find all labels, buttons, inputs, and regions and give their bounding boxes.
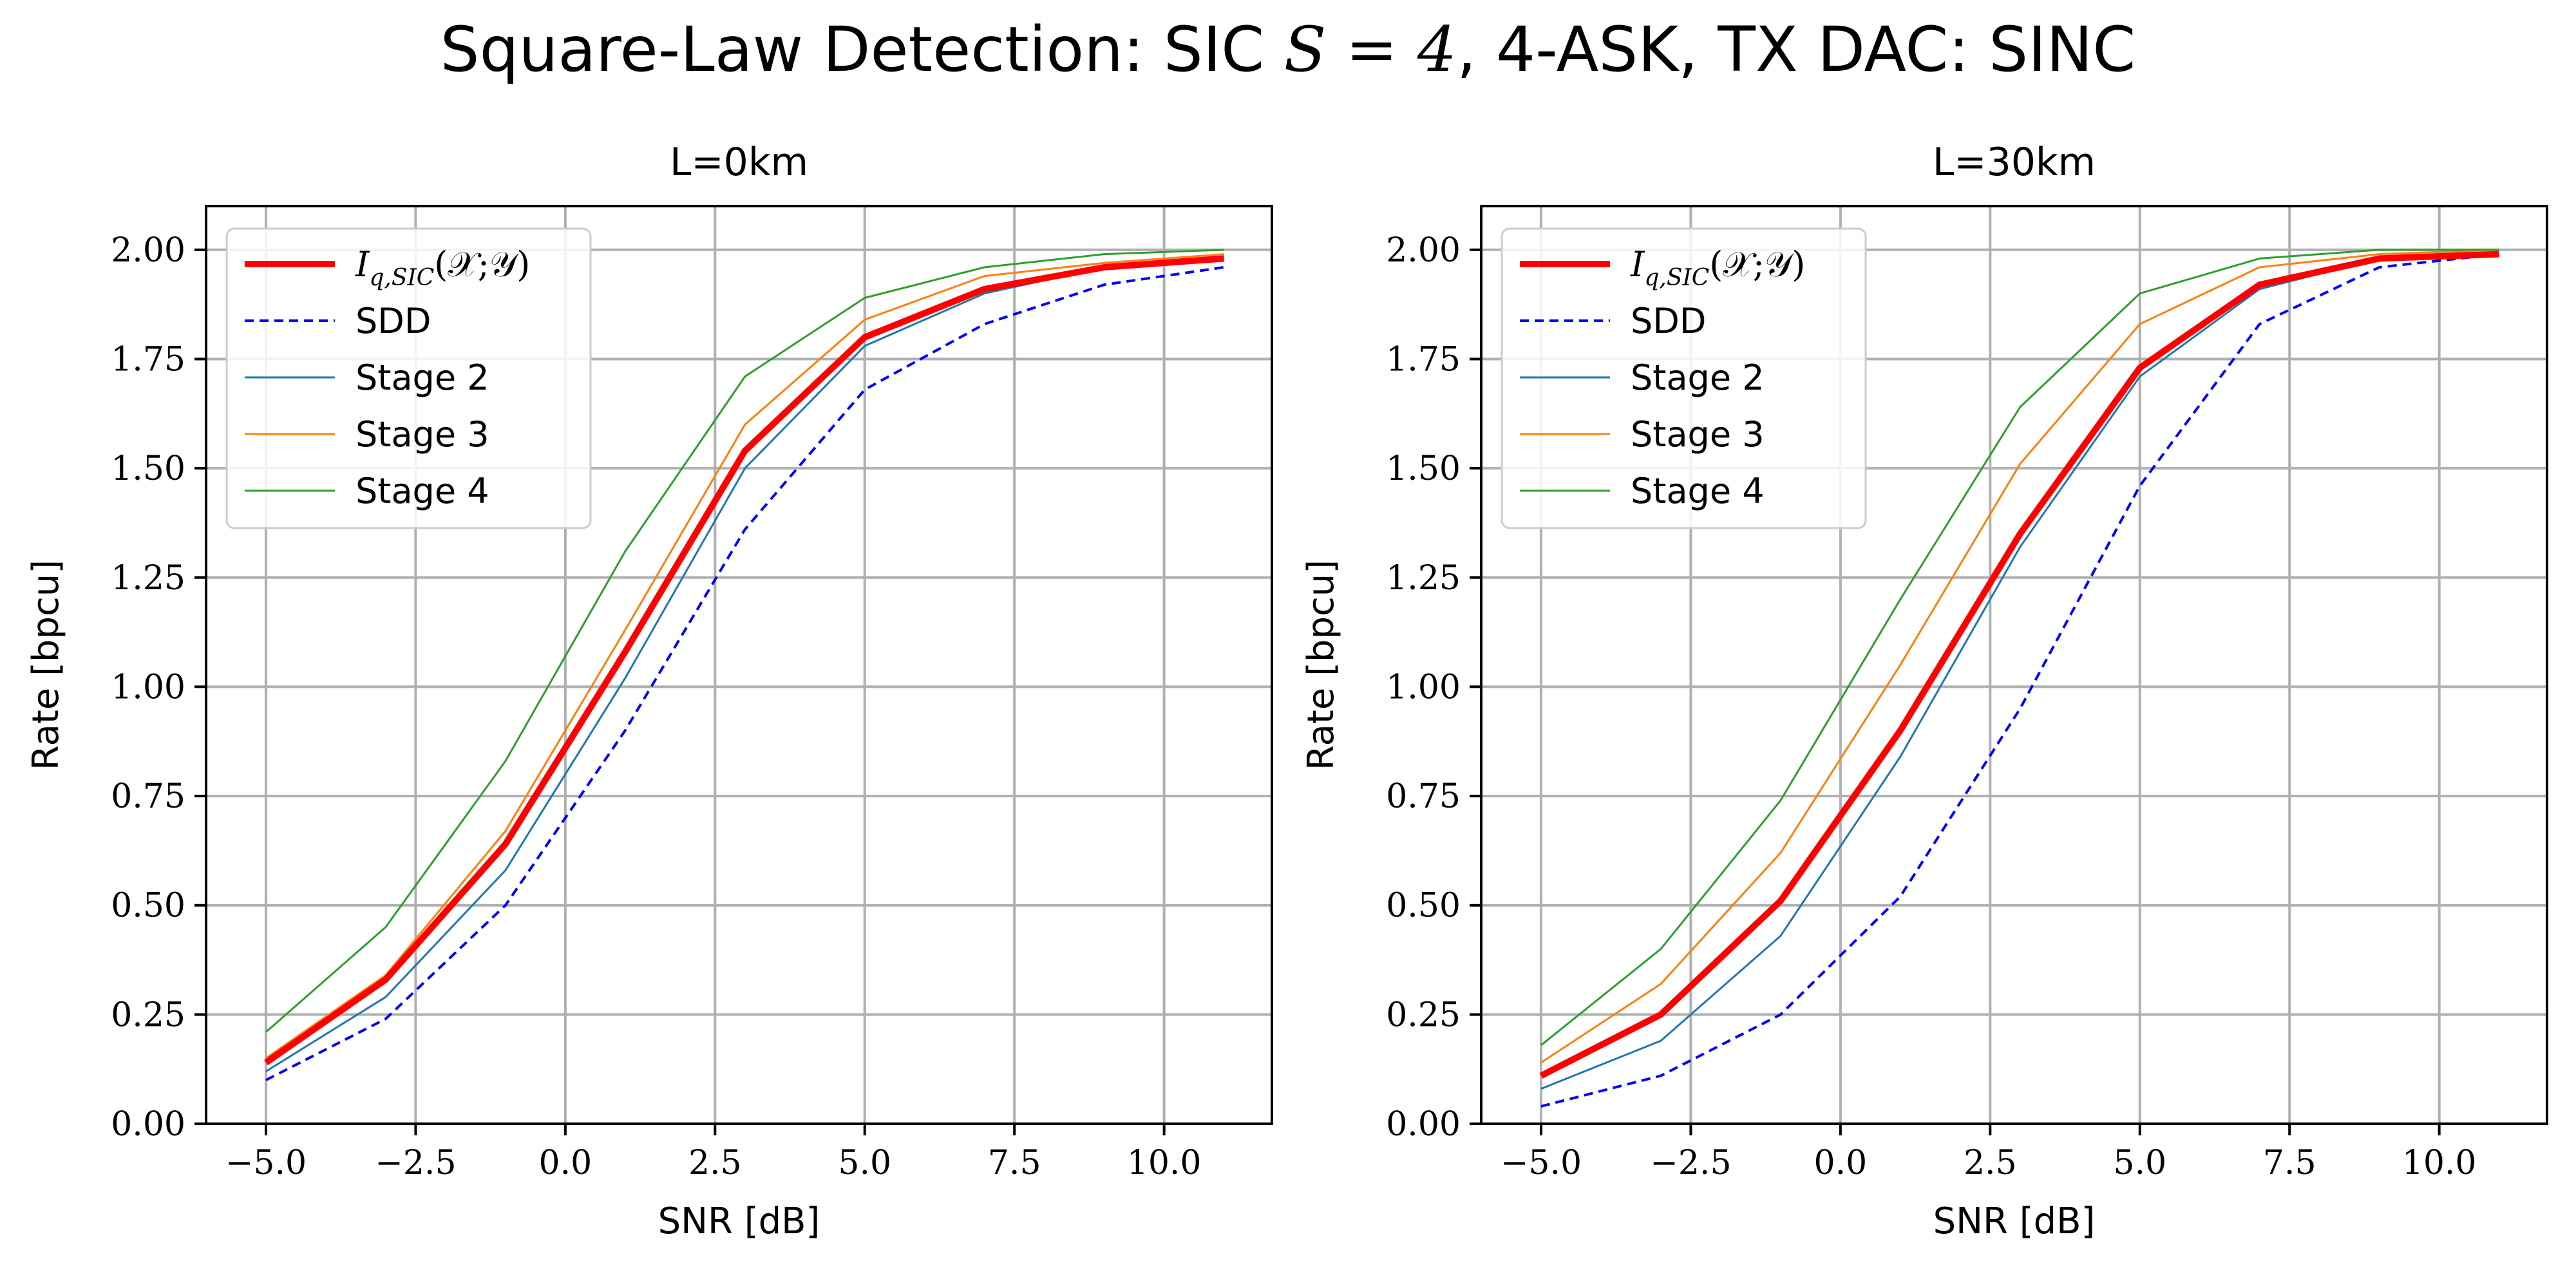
x-tick-label: 5.0 bbox=[838, 1144, 891, 1182]
figure-title-math: S = 4 bbox=[1284, 14, 1457, 86]
y-tick-label: 0.50 bbox=[1386, 887, 1461, 925]
x-tick-label: 0.0 bbox=[539, 1144, 592, 1182]
y-tick-label: 2.00 bbox=[111, 231, 185, 270]
x-axis-label: SNR [dB] bbox=[1933, 1200, 2096, 1242]
plot-frame bbox=[205, 205, 1273, 1125]
series-line-stage4 bbox=[1540, 249, 2499, 1046]
legend: Iq,SIC(𝒳;𝒴) SDD Stage 2 Stage 3 Stage 4 bbox=[225, 227, 592, 529]
x-tick-label: 7.5 bbox=[988, 1144, 1041, 1182]
series-line-sdd bbox=[265, 266, 1224, 1081]
y-axis-label: Rate [bpcu] bbox=[1300, 560, 1342, 770]
legend-label-iq: Iq,SIC(𝒳;𝒴) bbox=[1630, 244, 1805, 291]
y-axis-label: Rate [bpcu] bbox=[25, 560, 67, 770]
chart-panel-left: −5.0 −2.5 0.0 2.5 5.0 7.5 10.0 0.00 0.25 0.50 0.75… bbox=[25, 140, 1273, 1242]
legend-label-stage3: Stage 3 bbox=[355, 414, 489, 455]
series-line-stage3 bbox=[1540, 249, 2499, 1064]
x-tick-label: −2.5 bbox=[375, 1144, 456, 1182]
series-line-iq bbox=[1539, 251, 2499, 1079]
y-tick-label: 0.00 bbox=[111, 1105, 185, 1144]
ticks: −5.0 −2.5 0.0 2.5 5.0 7.5 10.0 0.00 0.25 0.50 0.75… bbox=[1386, 231, 2476, 1182]
legend-box bbox=[1501, 227, 1867, 529]
figure-title-prefix: Square-Law Detection: SIC bbox=[440, 14, 1284, 86]
x-tick-label: 10.0 bbox=[2402, 1144, 2477, 1182]
y-tick-label: 0.50 bbox=[111, 887, 185, 925]
y-tick-label: 0.00 bbox=[1386, 1105, 1461, 1144]
x-tick-label: 5.0 bbox=[2113, 1144, 2166, 1182]
x-tick-label: 0.0 bbox=[1814, 1144, 1868, 1182]
y-tick-label: 1.25 bbox=[1386, 559, 1461, 598]
x-axis-label: SNR [dB] bbox=[658, 1200, 820, 1242]
legend-label-stage2: Stage 2 bbox=[1631, 357, 1765, 398]
figure-title-suffix: , 4-ASK, TX DAC: SINC bbox=[1457, 14, 2136, 86]
figure-title: Square-Law Detection: SIC S = 4, 4-ASK, … bbox=[440, 14, 2136, 86]
x-tick-label: 10.0 bbox=[1127, 1144, 1202, 1182]
y-tick-label: 0.25 bbox=[111, 996, 185, 1034]
series-lines bbox=[1539, 249, 2499, 1108]
y-tick-label: 0.25 bbox=[1386, 996, 1461, 1034]
y-tick-label: 0.75 bbox=[1386, 777, 1461, 816]
y-tick-label: 1.75 bbox=[111, 341, 185, 379]
legend-label-stage4: Stage 4 bbox=[355, 471, 489, 511]
legend-label-stage4: Stage 4 bbox=[1631, 471, 1765, 511]
legend-box bbox=[225, 227, 592, 529]
x-tick-label: −2.5 bbox=[1650, 1144, 1731, 1182]
x-tick-label: 2.5 bbox=[688, 1144, 742, 1182]
y-tick-label: 1.75 bbox=[1386, 341, 1461, 379]
y-tick-label: 1.50 bbox=[111, 450, 185, 488]
y-tick-label: 1.50 bbox=[1386, 450, 1461, 488]
series-line-stage4 bbox=[265, 249, 1224, 1033]
series-line-stage3 bbox=[265, 253, 1224, 1059]
legend: Iq,SIC(𝒳;𝒴) SDD Stage 2 Stage 3 Stage 4 bbox=[1501, 227, 1867, 529]
y-tick-label: 1.00 bbox=[1386, 668, 1461, 706]
panel-title: L=30km bbox=[1933, 140, 2096, 185]
legend-label-stage3: Stage 3 bbox=[1631, 414, 1765, 455]
x-tick-label: −5.0 bbox=[225, 1144, 307, 1182]
panel-title: L=0km bbox=[670, 140, 808, 185]
y-tick-label: 0.75 bbox=[111, 777, 185, 816]
legend-label-sdd: SDD bbox=[355, 301, 431, 341]
x-tick-label: 7.5 bbox=[2263, 1144, 2316, 1182]
series-line-iq bbox=[264, 255, 1224, 1066]
ticks: −5.0 −2.5 0.0 2.5 5.0 7.5 10.0 0.00 0.25 0.50 0.75… bbox=[111, 231, 1201, 1182]
series-lines bbox=[264, 249, 1224, 1081]
series-line-sdd bbox=[1540, 252, 2499, 1108]
grid bbox=[206, 206, 1272, 1125]
chart-panel-right: −5.0 −2.5 0.0 2.5 5.0 7.5 10.0 0.00 0.25 0.50 0.75… bbox=[1300, 140, 2548, 1242]
y-tick-label: 1.25 bbox=[111, 559, 185, 598]
y-tick-label: 2.00 bbox=[1386, 231, 1461, 270]
y-tick-label: 1.00 bbox=[111, 668, 185, 706]
x-tick-label: 2.5 bbox=[1964, 1144, 2017, 1182]
legend-label-iq: Iq,SIC(𝒳;𝒴) bbox=[355, 244, 530, 291]
legend-label-stage2: Stage 2 bbox=[355, 357, 489, 398]
plot-frame bbox=[1480, 205, 2548, 1125]
x-tick-label: −5.0 bbox=[1501, 1144, 1582, 1182]
legend-label-sdd: SDD bbox=[1631, 301, 1706, 341]
